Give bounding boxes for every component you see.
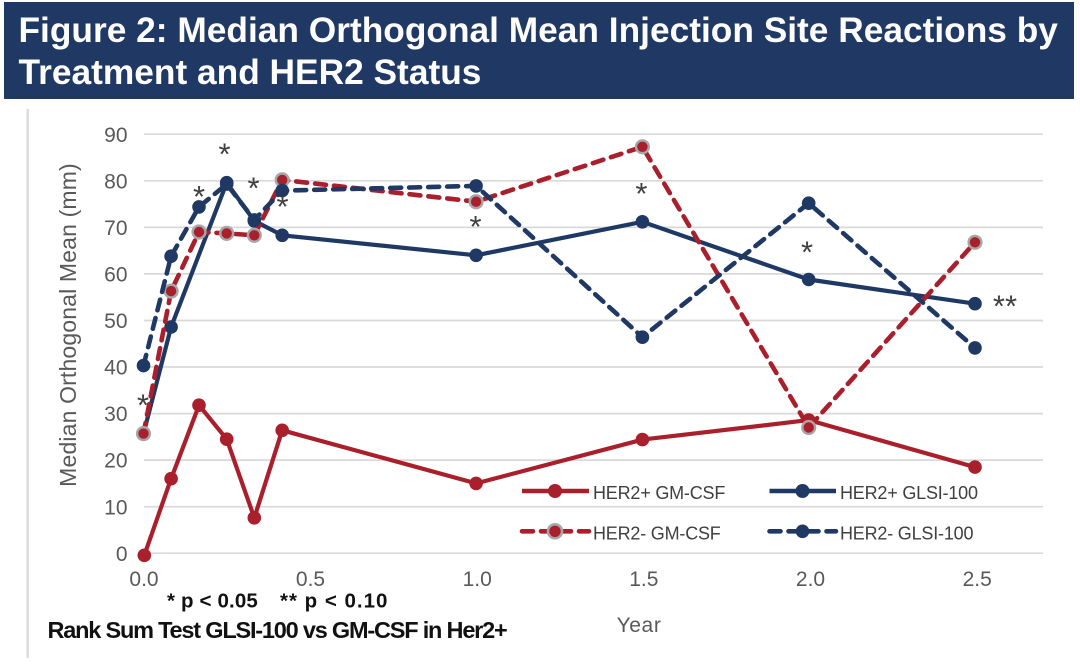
svg-text:HER2- GM-CSF: HER2- GM-CSF bbox=[593, 523, 721, 543]
svg-text:30: 30 bbox=[104, 403, 127, 426]
svg-text:1.5: 1.5 bbox=[629, 568, 658, 591]
svg-text:0.0: 0.0 bbox=[129, 568, 158, 591]
svg-text:HER2+ GLSI-100: HER2+ GLSI-100 bbox=[840, 483, 978, 503]
svg-text:60: 60 bbox=[104, 264, 127, 287]
svg-text:Rank Sum Test GLSI-100 vs GM-C: Rank Sum Test GLSI-100 vs GM-CSF in Her2… bbox=[48, 617, 507, 643]
svg-text:* p < 0.05: * p < 0.05 bbox=[167, 590, 258, 613]
svg-text:90: 90 bbox=[104, 124, 127, 147]
svg-text:2.0: 2.0 bbox=[796, 568, 825, 591]
svg-text:*: * bbox=[635, 176, 647, 211]
svg-text:1.0: 1.0 bbox=[463, 568, 492, 591]
svg-text:*: * bbox=[801, 235, 813, 270]
svg-text:*: * bbox=[218, 137, 230, 172]
svg-text:50: 50 bbox=[104, 310, 127, 333]
svg-text:70: 70 bbox=[104, 217, 127, 240]
svg-text:*: * bbox=[247, 171, 259, 206]
svg-text:HER2- GLSI-100: HER2- GLSI-100 bbox=[840, 523, 973, 543]
svg-text:** p < 0.10: ** p < 0.10 bbox=[280, 590, 388, 613]
svg-text:*: * bbox=[137, 388, 149, 423]
svg-text:40: 40 bbox=[104, 357, 127, 380]
svg-text:0: 0 bbox=[116, 543, 128, 566]
svg-text:10: 10 bbox=[104, 496, 127, 519]
svg-text:*: * bbox=[276, 189, 288, 224]
svg-text:20: 20 bbox=[104, 450, 127, 473]
svg-text:Median Orthogonal Mean (mm): Median Orthogonal Mean (mm) bbox=[55, 163, 81, 487]
svg-text:0.5: 0.5 bbox=[296, 568, 325, 591]
svg-text:Year: Year bbox=[617, 614, 662, 637]
svg-text:HER2+ GM-CSF: HER2+ GM-CSF bbox=[593, 483, 725, 503]
svg-text:*: * bbox=[470, 209, 482, 244]
svg-text:2.5: 2.5 bbox=[963, 568, 992, 591]
svg-text:*: * bbox=[193, 179, 205, 214]
svg-text:**: ** bbox=[993, 289, 1017, 324]
svg-text:80: 80 bbox=[104, 170, 127, 193]
